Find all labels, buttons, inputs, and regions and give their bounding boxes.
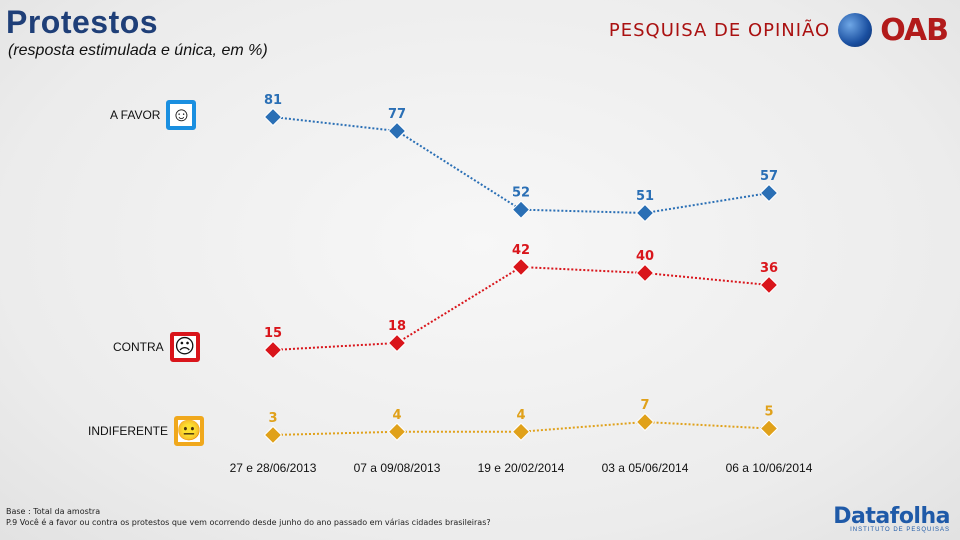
legend-indiferente: INDIFERENTE 😐	[88, 416, 205, 446]
oab-brand: PESQUISA DE OPINIÃO OAB	[608, 10, 949, 50]
datafolha-name: Datafolha	[833, 504, 950, 529]
data-point-indiferente	[635, 412, 655, 432]
footer-question: P.9 Você é a favor ou contra os protesto…	[6, 518, 491, 527]
data-point-a-favor	[263, 107, 283, 127]
smile-face-icon: ☺	[166, 100, 197, 130]
data-label-indiferente: 3	[268, 411, 277, 426]
legend-label-contra: CONTRA	[113, 340, 164, 354]
data-label-contra: 42	[512, 243, 530, 258]
data-point-contra	[511, 257, 531, 277]
footer-notes: Base : Total da amostra P.9 Você é a fav…	[6, 506, 491, 528]
data-point-indiferente	[387, 422, 407, 441]
x-tick-label: 06 a 10/06/2014	[726, 461, 813, 475]
data-label-indiferente: 7	[640, 398, 649, 413]
data-point-contra	[759, 275, 779, 295]
data-point-a-favor	[759, 183, 779, 203]
data-label-contra: 15	[264, 326, 282, 341]
legend-contra: CONTRA ☹	[113, 332, 200, 362]
x-tick-label: 03 a 05/06/2014	[602, 461, 689, 475]
data-point-indiferente	[759, 419, 779, 438]
oab-logo: OAB	[880, 12, 949, 48]
series-line-contra	[272, 265, 770, 351]
data-point-a-favor	[387, 121, 407, 141]
data-label-indiferente: 4	[516, 408, 525, 423]
data-point-contra	[263, 340, 283, 360]
globe-icon	[838, 13, 873, 47]
legend-a-favor: A FAVOR ☺	[110, 100, 197, 130]
page-title: Protestos	[6, 4, 159, 40]
neutral-face-icon: 😐	[174, 416, 205, 446]
legend-label-indiferente: INDIFERENTE	[88, 424, 169, 438]
x-tick-label: 27 e 28/06/2013	[230, 461, 317, 475]
data-point-a-favor	[511, 200, 531, 219]
data-point-contra	[387, 333, 407, 353]
data-label-a-favor: 81	[264, 93, 282, 108]
data-label-contra: 18	[388, 319, 406, 334]
footer-base: Base : Total da amostra	[6, 507, 101, 516]
data-label-a-favor: 51	[636, 189, 654, 204]
data-label-contra: 36	[760, 261, 778, 276]
data-point-contra	[635, 263, 655, 283]
series-line-a-favor	[272, 116, 770, 215]
brand-text: PESQUISA DE OPINIÃO	[608, 19, 831, 41]
data-label-contra: 40	[636, 249, 654, 264]
data-label-a-favor: 77	[388, 107, 406, 122]
datafolha-tagline: INSTITUTO DE PESQUISAS	[850, 527, 950, 533]
data-label-indiferente: 5	[764, 405, 773, 420]
sad-face-icon: ☹	[169, 332, 200, 362]
datafolha-logo: Datafolha INSTITUTO DE PESQUISAS	[833, 504, 950, 533]
page-subtitle: (resposta estimulada e única, em %)	[8, 42, 268, 59]
data-label-a-favor: 57	[760, 169, 778, 184]
x-tick-label: 07 a 09/08/2013	[354, 461, 441, 475]
data-label-indiferente: 4	[392, 408, 401, 423]
x-tick-label: 19 e 20/02/2014	[478, 461, 565, 475]
data-point-indiferente	[511, 422, 531, 441]
data-point-indiferente	[263, 425, 283, 445]
data-label-a-favor: 52	[512, 186, 530, 201]
legend-label-a-favor: A FAVOR	[110, 108, 161, 122]
data-point-a-favor	[635, 203, 655, 223]
